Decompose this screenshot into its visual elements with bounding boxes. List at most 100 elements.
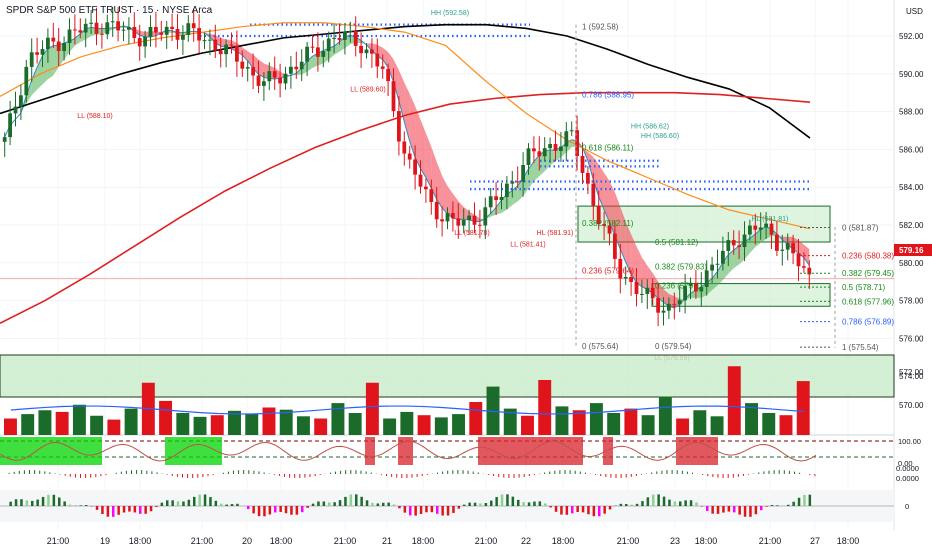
- candle-body: [30, 52, 34, 67]
- oscillator3-bar: [684, 500, 687, 506]
- oscillator3-bar: [182, 502, 185, 506]
- oscillator3-bar: [231, 504, 234, 506]
- oscillator3-bar: [107, 506, 110, 517]
- oscillator3-bar: [166, 500, 169, 506]
- candle-body: [451, 213, 455, 218]
- candle-body: [278, 78, 282, 84]
- oscillator3-bar: [458, 506, 461, 509]
- oscillator3-bar: [101, 506, 104, 514]
- time-tick-label: 21:00: [475, 536, 498, 546]
- time-tick-label: 18:00: [129, 536, 152, 546]
- oscillator3-bar: [31, 501, 34, 506]
- oscillator3-bar: [117, 506, 120, 515]
- volume-bar: [176, 413, 189, 435]
- symbol-title[interactable]: SPDR S&P 500 ETF TRUST · 15 · NYSE Arca: [6, 5, 213, 16]
- candle-body: [613, 234, 617, 259]
- candle-body: [554, 144, 558, 151]
- candle-body: [564, 131, 568, 146]
- oscillator3-bar: [674, 501, 677, 506]
- oscillator3-bar: [366, 500, 369, 506]
- candle-body: [289, 67, 293, 74]
- candle-body: [332, 38, 336, 39]
- candle-body: [213, 40, 217, 51]
- candle-body: [413, 160, 417, 175]
- candle-body: [537, 151, 541, 156]
- candle-body: [489, 196, 493, 207]
- time-tick-label: 19: [100, 536, 110, 546]
- fib-label-left: 0.618 (586.11): [582, 144, 634, 153]
- candle-body: [797, 253, 801, 266]
- oscillator3-bar: [717, 506, 720, 514]
- candle-body: [35, 52, 39, 54]
- oscillator2-tick-label: 0.0000: [896, 464, 919, 473]
- oscillator3-bar: [53, 495, 56, 506]
- currency-label[interactable]: USD: [906, 7, 923, 16]
- time-tick-label: 27: [810, 536, 820, 546]
- candle-body: [764, 224, 768, 228]
- swing-label: LL (589.60): [350, 87, 386, 94]
- oscillator3-bar: [517, 500, 520, 506]
- candle-body: [770, 224, 774, 235]
- candle-body: [473, 216, 477, 225]
- candle-body: [721, 251, 725, 264]
- price-tick-label: 584.00: [899, 183, 924, 192]
- oscillator2-tick-label: 0.0000: [896, 474, 919, 483]
- candle-body: [8, 113, 12, 137]
- volume-bar: [194, 417, 207, 435]
- oscillator3-bar: [506, 494, 509, 506]
- oscillator3-bar: [733, 506, 736, 512]
- candle-body: [478, 225, 482, 226]
- oscillator3-bar: [328, 502, 331, 506]
- last-price-label: 579.16: [899, 246, 924, 255]
- oscillator3-bar: [188, 500, 191, 506]
- candle-body: [149, 27, 153, 37]
- candle-body: [640, 294, 644, 295]
- oscillator3-bar: [258, 506, 261, 516]
- oscillator3-bar: [193, 497, 196, 506]
- volume-bar: [659, 397, 672, 436]
- candle-body: [510, 181, 514, 183]
- oscillator3-bar: [9, 502, 12, 506]
- oscillator3-bar: [85, 505, 88, 506]
- time-tick-label: 18:00: [270, 536, 293, 546]
- oscillator3-bar: [344, 497, 347, 506]
- time-tick-label: 18:00: [412, 536, 435, 546]
- oscillator3-bar: [96, 506, 99, 510]
- volume-bar: [693, 410, 706, 435]
- oscillator3-bar: [404, 506, 407, 513]
- oscillator3-bar: [490, 501, 493, 506]
- volume-tick-label: 570.00: [899, 401, 924, 410]
- fib-label-left: 0.5 (581.12): [655, 238, 698, 247]
- candle-body: [494, 196, 498, 200]
- oscillator3-bar: [26, 500, 29, 506]
- oscillator3-bar: [355, 494, 358, 506]
- oscillator3-bar: [215, 501, 218, 506]
- swing-label: HH (592.58): [431, 10, 469, 17]
- volume-bar: [73, 405, 86, 435]
- candle-body: [440, 219, 444, 221]
- price-tick-label: 592.00: [899, 32, 924, 41]
- oscillator3-bar: [247, 506, 250, 509]
- candle-body: [68, 29, 72, 42]
- volume-bar: [797, 381, 810, 435]
- volume-bar: [245, 414, 258, 435]
- oscillator3-bar: [582, 506, 585, 512]
- oscillator3-bar: [360, 497, 363, 506]
- volume-bar: [452, 414, 465, 435]
- oscillator3-bar: [177, 501, 180, 506]
- candle-body: [95, 23, 99, 34]
- oscillator3-bar: [204, 495, 207, 506]
- candle-body: [780, 250, 784, 251]
- oscillator3-bar: [447, 506, 450, 516]
- candle-body: [100, 34, 104, 35]
- volume-bar: [383, 419, 396, 436]
- candle-body: [359, 46, 363, 53]
- oscillator3-bar: [603, 506, 606, 514]
- oscillator3-bar: [155, 506, 158, 507]
- oscillator3-bar: [755, 506, 758, 514]
- candle-body: [505, 184, 509, 197]
- candle-body: [116, 21, 120, 30]
- oscillator3-bar: [722, 506, 725, 513]
